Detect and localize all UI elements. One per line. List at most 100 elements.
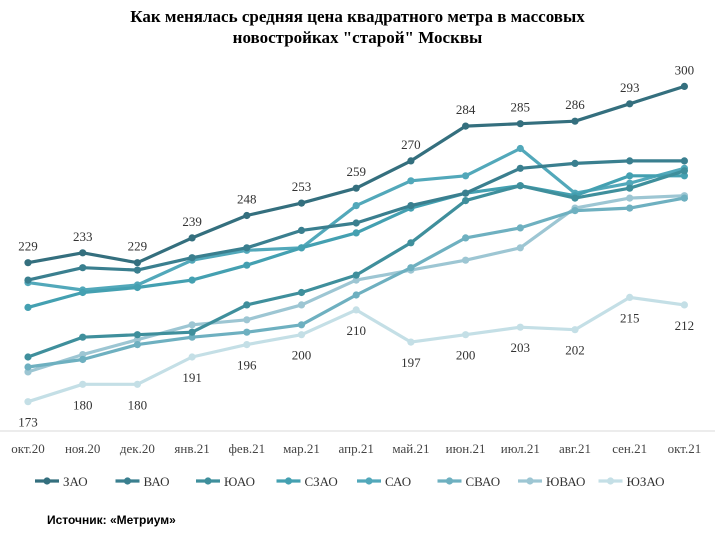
legend-swatch-marker [606,477,615,485]
series-2-point [407,239,415,247]
series-2-point [626,184,634,192]
series-1-point [133,266,141,274]
series-5-point [133,341,141,349]
series-6-point [626,194,634,202]
series-3-point [297,244,306,252]
data-label: 233 [73,229,93,244]
series-7-point [407,338,415,346]
series-3 [24,172,689,311]
series-0 [24,82,689,267]
series-3-point [133,283,141,292]
series-1-point [352,219,360,227]
data-label: 286 [565,97,585,112]
series-5 [24,194,689,371]
data-label: 202 [565,343,585,358]
series-7-point [297,331,306,339]
legend-swatch-marker [204,477,212,485]
data-label: 196 [237,358,257,373]
series-7-point [516,323,524,331]
series-5-point [626,204,634,212]
x-tick-label: дек.20 [120,441,155,456]
legend-item: ЮАО [196,474,255,489]
data-label: 180 [73,397,93,412]
series-4-point [407,177,415,185]
series-0-point [297,199,306,207]
chart-title-line-1: Как менялась средняя цена квадратного ме… [130,7,585,26]
series-5-point [462,234,470,242]
series-layer [24,82,689,406]
series-5-point [188,333,196,341]
series-5-point [352,291,360,299]
legend-label: САО [385,474,411,489]
series-7-point [680,301,689,309]
legend-label: ЗАО [63,474,88,489]
series-6-point [243,316,251,324]
legend-item: ЗАО [35,474,88,489]
series-0-point [24,259,32,267]
series-1-point [297,226,306,234]
legend-label: СВАО [466,474,501,489]
series-5-point [243,328,251,336]
data-label: 300 [675,62,695,77]
data-label: 293 [620,80,640,95]
legend-label: ВАО [144,474,170,489]
data-label: 239 [182,214,202,229]
data-label: 173 [18,415,38,430]
series-1-point [626,157,634,165]
x-tick-label: окт.21 [668,441,702,456]
legend-item: ЮВАО [518,474,585,489]
data-label: 197 [401,355,421,370]
data-label-layer: 229 233 229 239 248 253 259 270 284 285 286 293 300 1… [18,62,694,429]
data-label: 210 [346,323,366,338]
series-3-point [24,303,32,311]
series-2-point [462,197,470,205]
legend-label: ЮВАО [546,474,585,489]
x-tick-label: янв.21 [174,441,209,456]
series-3-point [188,276,196,284]
series-7-point [79,380,87,388]
series-7-point [243,341,251,349]
legend-swatch-marker [284,477,293,485]
series-1-point [571,159,579,167]
series-3-point [243,261,251,269]
series-3-point [626,172,634,180]
x-tick-label: апр.21 [339,441,374,456]
series-1-point [188,254,196,262]
series-7-point [571,326,579,334]
legend-label: СЗАО [305,474,338,489]
x-tick-label: фев.21 [229,441,266,456]
series-2-point [571,194,579,202]
series-5-point [571,207,579,215]
x-tick-label: мар.21 [283,441,320,456]
legend-swatch-marker [123,477,132,485]
series-1-point [680,157,689,165]
legend-label: ЮЗАО [627,474,665,489]
series-1-point [24,276,32,284]
series-1-point [79,264,87,272]
legend-item: СЗАО [276,474,338,489]
source-note: Источник: «Метриум» [47,513,176,527]
series-0-point [626,100,634,108]
data-label: 203 [511,340,531,355]
x-tick-label: ноя.20 [65,441,100,456]
legend-label: ЮАО [224,474,255,489]
series-0-point [188,234,196,242]
x-tick-label: июн.21 [446,441,486,456]
legend-item: СВАО [437,474,501,489]
series-2-point [24,353,32,361]
series-1-point [516,164,524,172]
series-5-point [24,363,32,371]
chart-title: Как менялась средняя цена квадратного ме… [0,6,715,48]
series-4-point [352,202,360,210]
series-6-point [297,301,306,309]
series-6-point [462,256,470,264]
series-0-point [352,184,360,192]
series-0-point [516,120,524,128]
series-5-point [516,224,524,232]
x-tick-label: июл.21 [501,441,540,456]
series-2-point [516,182,524,190]
series-7-point [188,353,196,361]
data-label: 253 [292,179,312,194]
x-tick-label: окт.20 [11,441,45,456]
